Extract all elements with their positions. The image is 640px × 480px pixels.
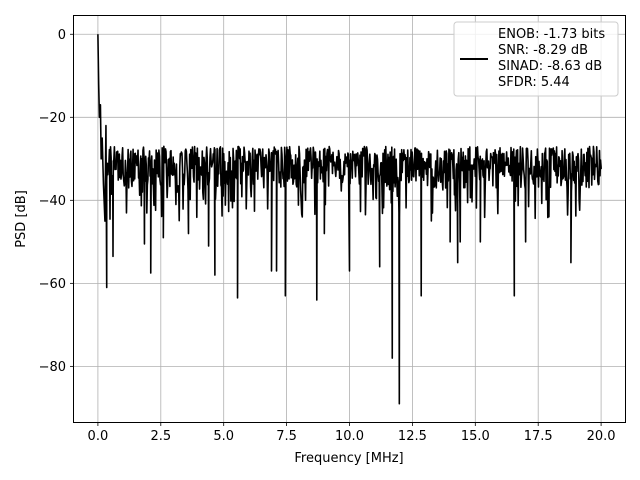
legend-line-text: SINAD: -8.63 dB [498,59,602,74]
y-axis-ticks: 0 −20 −40 −60 −80 [39,28,74,375]
legend-box [453,21,619,97]
y-tick-label: −60 [39,277,66,292]
x-axis-ticks: 0.0 2.5 5.0 7.5 10.0 12.5 15.0 17.5 20.0 [88,422,616,444]
x-tick-label: 2.5 [150,429,171,444]
series-layer [97,34,602,405]
legend-line-text: ENOB: -1.73 bits [498,27,605,42]
x-axis-title: Frequency [MHz] [294,451,403,466]
x-tick-label: 10.0 [335,429,364,444]
x-tick-label: 7.5 [276,429,297,444]
legend-line-text: SNR: -8.29 dB [498,43,588,58]
y-tick-label: −40 [39,194,66,209]
legend: ENOB: -1.73 bits SNR: -8.29 dB SINAD: -8.6… [453,21,619,97]
y-tick-label: −80 [39,360,66,375]
y-tick-label: 0 [58,28,66,43]
x-tick-label: 20.0 [587,429,616,444]
x-tick-label: 15.0 [461,429,490,444]
psd-series-line [97,34,602,405]
x-tick-label: 5.0 [213,429,234,444]
x-tick-label: 17.5 [524,429,553,444]
x-tick-label: 12.5 [398,429,427,444]
legend-label: ENOB: -1.73 bits SNR: -8.29 dB SINAD: -8.6… [498,27,605,90]
legend-line-text: SFDR: 5.44 [498,75,570,90]
y-tick-label: −20 [39,111,66,126]
x-tick-label: 0.0 [88,429,109,444]
y-axis-title: PSD [dB] [14,190,29,248]
